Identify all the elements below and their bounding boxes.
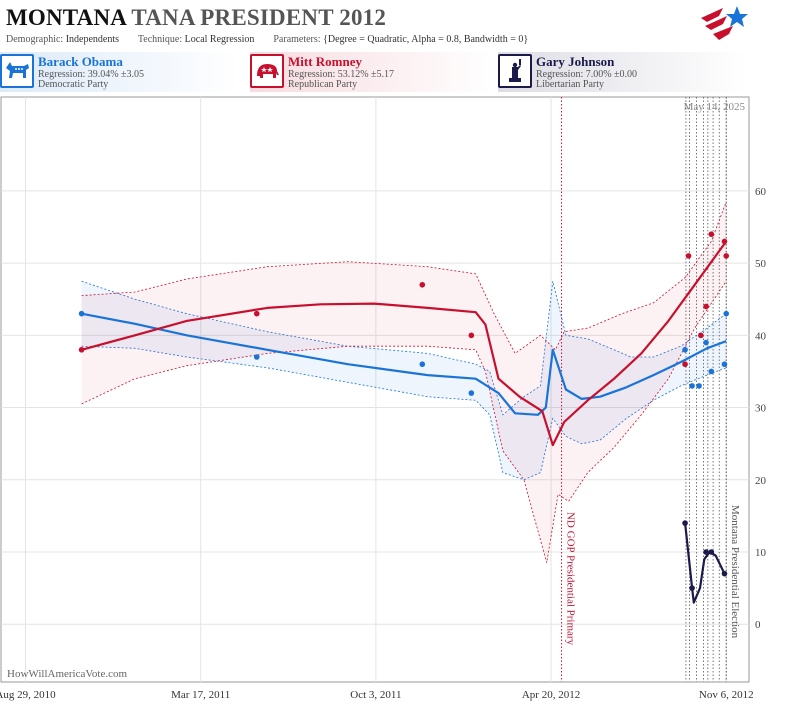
data-point bbox=[253, 310, 260, 317]
x-tick-label: Nov 6, 2012 bbox=[699, 689, 754, 701]
x-tick-label: Oct 3, 2011 bbox=[350, 689, 401, 701]
data-point bbox=[721, 570, 728, 577]
parameters-line: Demographic: Independents Technique: Loc… bbox=[6, 34, 528, 45]
candidate-legend: Barack Obama Regression: 39.04% ±3.05 De… bbox=[0, 52, 789, 96]
data-point bbox=[253, 354, 260, 360]
band-lower-line bbox=[81, 280, 727, 563]
technique-value: Local Regression bbox=[184, 34, 255, 45]
site-credit: HowWillAmericaVote.com bbox=[7, 668, 128, 680]
candidate-party: Libertarian Party bbox=[536, 79, 605, 90]
candidate-regression: Regression: 53.12% ±5.17 bbox=[288, 69, 395, 80]
technique-label: Technique: bbox=[137, 34, 183, 45]
data-point bbox=[682, 361, 688, 368]
y-tick-label: 10 bbox=[755, 547, 767, 559]
data-point bbox=[703, 303, 709, 310]
event-label: Montana Presidential Election bbox=[729, 505, 741, 639]
series-line bbox=[81, 240, 728, 447]
x-tick-label: Aug 29, 2010 bbox=[0, 689, 56, 701]
data-point bbox=[721, 238, 728, 245]
data-point bbox=[468, 390, 475, 396]
event-label: ND GOP Presidential Primary bbox=[565, 512, 577, 646]
plot-frame bbox=[0, 96, 750, 683]
parameters-label: Parameters: bbox=[273, 34, 321, 45]
y-tick-label: 20 bbox=[755, 475, 767, 487]
data-point bbox=[703, 339, 709, 346]
statue-of-liberty-icon bbox=[498, 54, 532, 88]
race-name: TANA PRESIDENT 2012 bbox=[131, 5, 387, 30]
data-point bbox=[419, 361, 426, 368]
data-point bbox=[708, 368, 715, 375]
candidate-regression: Regression: 7.00% ±0.00 bbox=[536, 69, 638, 80]
data-point bbox=[696, 383, 702, 389]
candidate-obama: Barack Obama Regression: 39.04% ±3.05 De… bbox=[0, 52, 240, 92]
data-point bbox=[682, 520, 688, 526]
parameters-value: {Degree = Quadratic, Alpha = 0.8, Bandwi… bbox=[323, 34, 529, 45]
data-point bbox=[419, 281, 426, 288]
state-name: MONTANA bbox=[6, 5, 126, 30]
candidate-party: Democratic Party bbox=[38, 79, 109, 90]
candidate-name: Gary Johnson bbox=[536, 54, 615, 69]
x-tick-label: Mar 17, 2011 bbox=[171, 689, 230, 701]
y-tick-label: 60 bbox=[755, 186, 767, 198]
data-point bbox=[689, 585, 695, 591]
candidate-regression: Regression: 39.04% ±3.05 bbox=[38, 69, 145, 80]
candidate-name: Mitt Romney bbox=[288, 54, 363, 69]
data-point bbox=[708, 231, 715, 238]
candidate-party: Republican Party bbox=[288, 79, 358, 90]
candidate-johnson: Gary Johnson Regression: 7.00% ±0.00 Lib… bbox=[498, 52, 748, 92]
data-point bbox=[78, 346, 85, 353]
band-upper-line bbox=[81, 201, 727, 354]
y-tick-label: 30 bbox=[755, 403, 767, 415]
date-stamp: May 14, 2025 bbox=[683, 101, 745, 113]
donkey-icon bbox=[0, 54, 34, 88]
candidate-romney: Mitt Romney Regression: 53.12% ±5.17 Rep… bbox=[250, 52, 495, 92]
demographic-label: Demographic: bbox=[6, 34, 64, 45]
demographic-value: Independents bbox=[65, 34, 120, 45]
data-point bbox=[689, 383, 695, 389]
data-point bbox=[685, 253, 692, 259]
data-point bbox=[682, 346, 688, 353]
confidence-band bbox=[81, 201, 727, 563]
confidence-band bbox=[81, 281, 727, 480]
y-tick-label: 0 bbox=[755, 619, 761, 631]
chart-header: MONTANA TANA PRESIDENT 2012 Demographic:… bbox=[0, 0, 789, 52]
elephant-icon bbox=[250, 54, 284, 88]
data-point bbox=[723, 310, 730, 317]
data-point bbox=[708, 549, 715, 555]
data-point bbox=[468, 332, 475, 339]
x-tick-label: Apr 20, 2012 bbox=[522, 689, 580, 701]
chart-title: MONTANA TANA PRESIDENT 2012 bbox=[6, 5, 386, 31]
data-point bbox=[721, 361, 728, 368]
band-lower-line bbox=[81, 345, 727, 481]
data-point bbox=[78, 310, 85, 317]
candidate-name: Barack Obama bbox=[38, 54, 123, 69]
star-flag-logo-icon bbox=[701, 6, 748, 40]
data-point bbox=[723, 253, 730, 259]
data-point bbox=[698, 332, 704, 339]
data-point bbox=[703, 549, 709, 555]
y-tick-label: 40 bbox=[755, 330, 767, 342]
y-tick-label: 50 bbox=[755, 258, 767, 270]
band-upper-line bbox=[81, 280, 727, 416]
